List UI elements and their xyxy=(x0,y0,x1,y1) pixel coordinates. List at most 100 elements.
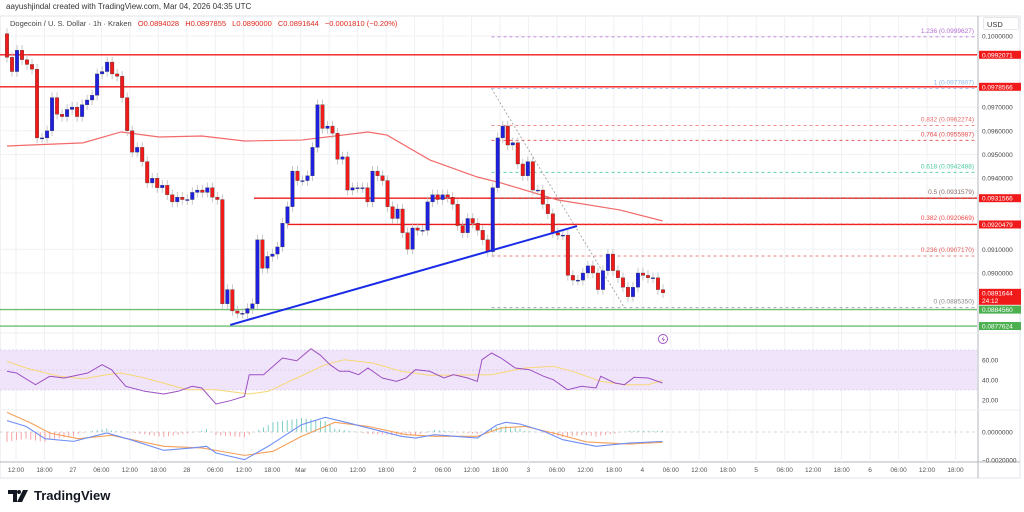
candle xyxy=(280,218,285,253)
candle xyxy=(641,267,645,281)
currency-button[interactable]: USD xyxy=(983,17,1019,30)
candle xyxy=(631,282,635,302)
ohlc-change: −0.0001810 (−0.20%) xyxy=(324,19,398,28)
attribution-text: aayushjindal created with TradingView.co… xyxy=(6,2,252,11)
chart-frame xyxy=(0,15,1021,479)
time-axis-label: 12:00 xyxy=(691,467,708,474)
candle-body xyxy=(120,76,125,98)
price-axis-label: 0.0900000 xyxy=(982,271,1013,278)
candle-body xyxy=(35,69,39,139)
candle-body xyxy=(100,71,105,75)
candle xyxy=(560,229,565,241)
candle-body xyxy=(115,73,120,77)
time-axis-label: 12:00 xyxy=(463,467,480,474)
candle xyxy=(460,220,465,238)
candle xyxy=(235,305,240,319)
price-tag-bg xyxy=(979,50,1021,59)
candle xyxy=(425,196,430,236)
candle-body xyxy=(310,147,315,176)
candle xyxy=(15,45,19,77)
time-axis-label: 12:00 xyxy=(236,467,253,474)
candle-body xyxy=(490,187,495,252)
time-axis-label: 06:00 xyxy=(207,467,224,474)
candle xyxy=(490,182,495,257)
time-axis-label: 12:00 xyxy=(349,467,366,474)
price-tag: 0.0920479 xyxy=(979,220,1021,229)
candle-body xyxy=(610,253,615,271)
time-axis-label: 06:00 xyxy=(549,467,566,474)
candle-body xyxy=(631,287,635,297)
candle xyxy=(565,229,570,281)
candle-body xyxy=(425,201,430,231)
candle xyxy=(290,165,295,212)
candle xyxy=(130,125,135,158)
candle xyxy=(590,260,595,279)
candle-body xyxy=(285,206,290,224)
ohlc-low: L0.0890000 xyxy=(232,19,272,28)
candle-body xyxy=(475,223,480,231)
candle-body xyxy=(580,272,585,281)
candle-body xyxy=(360,187,365,189)
time-axis-label: Mar xyxy=(295,467,307,474)
candle xyxy=(360,182,365,193)
candle-body xyxy=(545,204,550,214)
candle xyxy=(435,189,440,205)
candle xyxy=(270,248,275,262)
candle xyxy=(175,191,180,208)
tradingview-logo-icon xyxy=(8,489,28,502)
candle xyxy=(440,189,445,205)
rsi-line xyxy=(6,348,663,405)
candle xyxy=(155,172,160,193)
candle xyxy=(215,191,220,205)
candle xyxy=(330,120,335,139)
lightning-icon-glyph xyxy=(661,336,665,343)
candle-body xyxy=(85,99,90,105)
candle-body xyxy=(30,64,34,70)
candle-body xyxy=(80,104,85,117)
price-axis-label: 0.0940000 xyxy=(982,176,1013,183)
candle xyxy=(120,71,125,103)
candle xyxy=(145,156,150,189)
candle-body xyxy=(625,287,630,297)
candle xyxy=(100,66,105,80)
candle-body xyxy=(315,104,320,148)
candle-body xyxy=(420,230,425,232)
candle-body xyxy=(445,194,450,198)
candle xyxy=(185,194,190,205)
trendline xyxy=(229,225,578,326)
lightning-icon-ring xyxy=(658,334,668,344)
price-tag-label: 0.0891644 xyxy=(982,290,1013,297)
candle-body xyxy=(225,289,230,304)
candle-body xyxy=(380,175,385,181)
candle-body xyxy=(560,234,565,237)
time-axis-label: 12:00 xyxy=(919,467,936,474)
price-tag-bg xyxy=(979,194,1021,203)
candle-body xyxy=(90,95,95,101)
candle-body xyxy=(365,187,370,203)
candle-body xyxy=(180,197,185,200)
time-axis-label: 6 xyxy=(868,467,872,474)
time-axis-label: 06:00 xyxy=(435,467,452,474)
candle-body xyxy=(210,187,215,198)
candle xyxy=(545,199,550,219)
time-axis-label: 06:00 xyxy=(93,467,110,474)
candle xyxy=(45,125,50,144)
time-axis-label: 18:00 xyxy=(264,467,281,474)
candle-body xyxy=(55,97,60,115)
candle xyxy=(415,222,420,236)
candle-body xyxy=(270,253,275,257)
candle-body xyxy=(240,313,245,315)
rsi-axis-label: 60.00 xyxy=(982,358,999,365)
candle xyxy=(150,172,155,189)
candle-body xyxy=(515,142,520,165)
candle-body xyxy=(250,303,255,309)
candle xyxy=(530,156,535,196)
candle xyxy=(445,189,450,203)
candle-body xyxy=(435,194,440,200)
time-axis-label: 12:00 xyxy=(8,467,25,474)
candle xyxy=(190,187,195,205)
candle-body xyxy=(585,265,590,274)
candle xyxy=(605,248,610,276)
